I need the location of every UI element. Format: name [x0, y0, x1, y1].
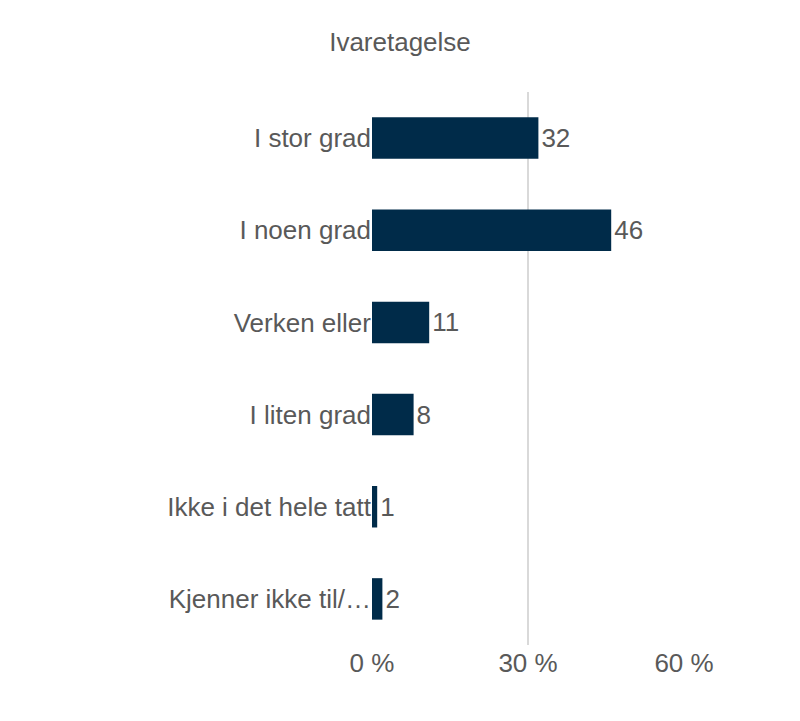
- svg-text:Verken eller: Verken eller: [234, 308, 372, 338]
- svg-text:I stor grad: I stor grad: [254, 123, 371, 153]
- svg-text:32: 32: [541, 123, 570, 153]
- svg-text:8: 8: [417, 400, 431, 430]
- svg-text:2: 2: [385, 584, 399, 614]
- svg-text:Ivaretagelse: Ivaretagelse: [329, 27, 471, 57]
- svg-text:1: 1: [380, 492, 394, 522]
- svg-text:30 %: 30 %: [498, 648, 557, 678]
- svg-text:46: 46: [614, 215, 643, 245]
- svg-text:I liten grad: I liten grad: [250, 400, 371, 430]
- svg-text:0 %: 0 %: [350, 648, 395, 678]
- svg-text:Ikke i det hele tatt: Ikke i det hele tatt: [167, 492, 372, 522]
- svg-text:11: 11: [432, 307, 459, 337]
- svg-text:Kjenner ikke til/…: Kjenner ikke til/…: [169, 584, 371, 614]
- svg-text:60 %: 60 %: [654, 648, 713, 678]
- svg-text:I noen grad: I noen grad: [239, 215, 371, 245]
